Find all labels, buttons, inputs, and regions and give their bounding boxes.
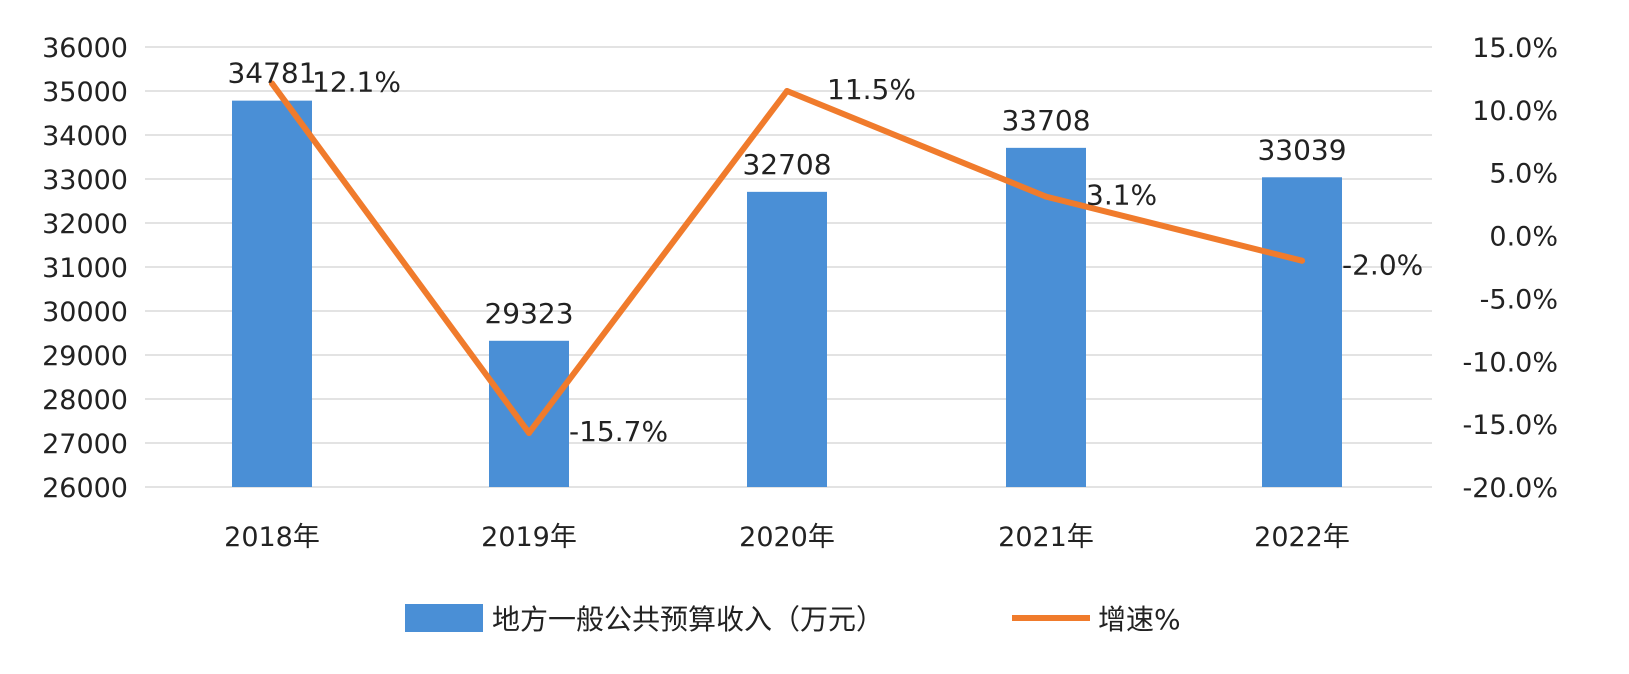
left-axis: 26000 27000 28000 29000 30000 31000 32000 33000… <box>42 33 128 504</box>
line-point <box>1043 193 1049 200</box>
line-point <box>784 88 790 94</box>
right-axis: -20.0% -15.0% -10.0% -5.0% 0.0% 5.0% 10.0% 15.0… <box>1462 33 1558 504</box>
legend: 地方一般公共预算收入（万元） 增速% <box>405 603 1181 636</box>
line-value-label: 3.1% <box>1086 179 1157 212</box>
legend-bar-label: 地方一般公共预算收入（万元） <box>492 603 884 636</box>
bar-series <box>232 100 1342 488</box>
bar-value-label: 33708 <box>1001 104 1090 137</box>
right-tick-label: 10.0% <box>1472 96 1558 127</box>
left-tick-label: 26000 <box>42 473 128 504</box>
left-tick-label: 27000 <box>42 429 128 460</box>
bar <box>1262 177 1342 487</box>
right-tick-label: 15.0% <box>1472 33 1558 64</box>
bar-value-label: 33039 <box>1257 133 1346 166</box>
left-tick-label: 33000 <box>42 165 128 196</box>
right-tick-label: -10.0% <box>1462 347 1558 378</box>
bar <box>747 191 827 487</box>
bar-value-label: 29323 <box>484 297 573 330</box>
x-tick-label: 2018年 <box>224 522 320 553</box>
line-data-labels: 12.1% -15.7% 11.5% 3.1% -2.0% <box>312 65 1423 447</box>
x-tick-label: 2021年 <box>998 522 1094 553</box>
legend-bar-swatch <box>405 604 483 632</box>
x-axis: 2018年 2019年 2020年 2021年 2022年 <box>224 522 1350 553</box>
legend-line-label: 增速% <box>1098 603 1181 636</box>
line-series <box>269 80 1305 436</box>
right-tick-label: -15.0% <box>1462 410 1558 441</box>
left-tick-label: 29000 <box>42 341 128 372</box>
right-tick-label: -20.0% <box>1462 473 1558 504</box>
right-tick-label: 0.0% <box>1489 222 1558 253</box>
line-value-label: -2.0% <box>1342 249 1423 282</box>
x-tick-label: 2022年 <box>1254 522 1350 553</box>
x-tick-label: 2019年 <box>481 522 577 553</box>
bar-value-label: 32708 <box>742 148 831 181</box>
left-tick-label: 35000 <box>42 77 128 108</box>
x-tick-label: 2020年 <box>739 522 835 553</box>
left-tick-label: 34000 <box>42 121 128 152</box>
line-point <box>1299 257 1305 264</box>
left-tick-label: 31000 <box>42 253 128 284</box>
line-value-label: -15.7% <box>569 415 668 448</box>
bar-data-labels: 34781 29323 32708 33708 33039 <box>227 57 1346 330</box>
bar <box>489 340 569 487</box>
line-point <box>269 80 275 87</box>
line-value-label: 11.5% <box>827 73 916 106</box>
bar <box>232 100 312 488</box>
left-tick-label: 36000 <box>42 33 128 64</box>
left-tick-label: 28000 <box>42 385 128 416</box>
left-tick-label: 32000 <box>42 209 128 240</box>
bar-value-label: 34781 <box>227 57 316 90</box>
left-tick-label: 30000 <box>42 297 128 328</box>
line-point <box>526 429 532 436</box>
line-value-label: 12.1% <box>312 65 401 98</box>
right-tick-label: 5.0% <box>1489 159 1558 190</box>
right-tick-label: -5.0% <box>1480 284 1558 315</box>
